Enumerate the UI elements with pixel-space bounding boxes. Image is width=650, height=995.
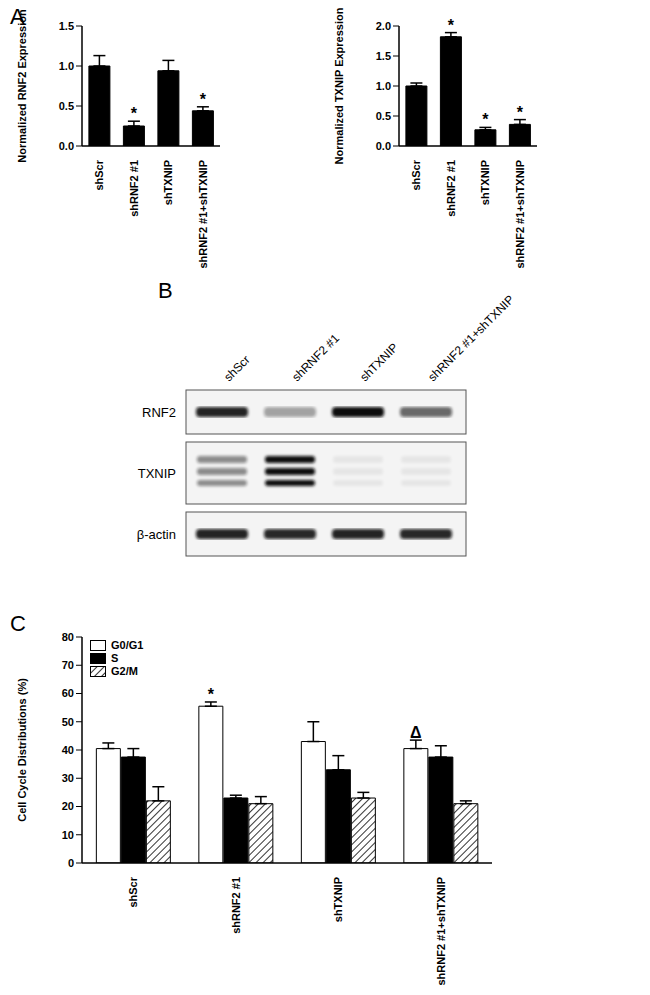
svg-text:*: * — [200, 91, 207, 108]
svg-text:shScr: shScr — [127, 876, 139, 907]
svg-text:70: 70 — [62, 659, 74, 671]
svg-text:1.0: 1.0 — [376, 80, 391, 92]
svg-text:0.0: 0.0 — [59, 140, 74, 152]
svg-text:shTXNIP: shTXNIP — [162, 160, 174, 205]
svg-text:*: * — [517, 104, 524, 121]
svg-text:20: 20 — [62, 800, 74, 812]
svg-text:shRNF2 #1: shRNF2 #1 — [230, 877, 242, 934]
svg-text:0: 0 — [68, 857, 74, 869]
svg-text:*: * — [131, 105, 138, 122]
svg-text:shRNF2 #1: shRNF2 #1 — [289, 331, 342, 384]
svg-text:shRNF2 #1: shRNF2 #1 — [445, 160, 457, 217]
svg-text:shRNF2 #1: shRNF2 #1 — [128, 160, 140, 217]
svg-text:B: B — [158, 278, 173, 303]
svg-text:30: 30 — [62, 772, 74, 784]
svg-text:shTXNIP: shTXNIP — [357, 340, 401, 384]
svg-text:1.0: 1.0 — [59, 60, 74, 72]
svg-text:0.5: 0.5 — [376, 110, 391, 122]
svg-text:shScr: shScr — [221, 353, 253, 385]
svg-text:shTXNIP: shTXNIP — [332, 877, 344, 922]
svg-text:shRNF2 #1+shTXNIP: shRNF2 #1+shTXNIP — [425, 292, 517, 384]
svg-text:50: 50 — [62, 716, 74, 728]
svg-text:*: * — [482, 111, 489, 128]
svg-text:40: 40 — [62, 744, 74, 756]
svg-text:Normalized TXNIP Expression: Normalized TXNIP Expression — [333, 8, 345, 164]
svg-text:1.5: 1.5 — [59, 20, 74, 32]
svg-text:*: * — [208, 686, 215, 703]
svg-text:Δ: Δ — [410, 724, 422, 741]
svg-text:shRNF2 #1+shTXNIP: shRNF2 #1+shTXNIP — [435, 877, 447, 986]
svg-text:shScr: shScr — [410, 159, 422, 190]
svg-text:shRNF2 #1+shTXNIP: shRNF2 #1+shTXNIP — [514, 160, 526, 269]
svg-text:10: 10 — [62, 829, 74, 841]
svg-text:80: 80 — [62, 631, 74, 643]
svg-text:2.0: 2.0 — [376, 20, 391, 32]
svg-text:shTXNIP: shTXNIP — [479, 160, 491, 205]
svg-text:Normalized RNF2 Expression: Normalized RNF2 Expression — [16, 9, 28, 163]
svg-text:*: * — [448, 17, 455, 34]
svg-text:β-actin: β-actin — [137, 527, 176, 542]
svg-text:0.5: 0.5 — [59, 100, 74, 112]
svg-text:shRNF2 #1+shTXNIP: shRNF2 #1+shTXNIP — [197, 160, 209, 269]
svg-text:0.0: 0.0 — [376, 140, 391, 152]
svg-text:RNF2: RNF2 — [142, 405, 176, 420]
svg-text:1.5: 1.5 — [376, 50, 391, 62]
svg-text:Cell Cycle Distributions (%): Cell Cycle Distributions (%) — [16, 678, 28, 822]
svg-text:60: 60 — [62, 687, 74, 699]
svg-text:TXNIP: TXNIP — [138, 466, 176, 481]
svg-text:shScr: shScr — [93, 159, 105, 190]
